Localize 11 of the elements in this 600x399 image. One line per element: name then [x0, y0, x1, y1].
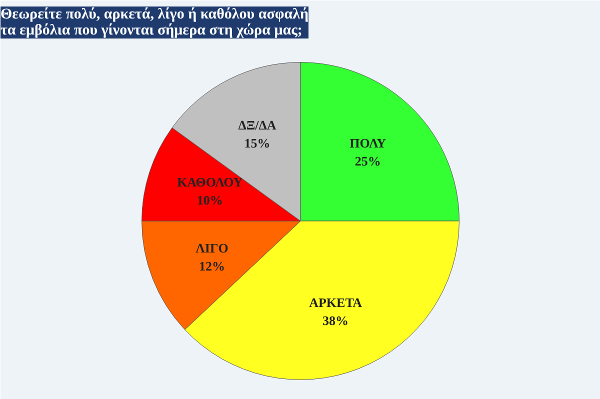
- data-label: 25%: [354, 154, 381, 168]
- data-label: 15%: [244, 136, 270, 151]
- slice-label: ΠΟΛΥ: [350, 136, 387, 150]
- slice-label: ΛΙΓΟ: [196, 240, 228, 256]
- slice-label: ΔΞ/ΔΑ: [238, 118, 277, 133]
- data-label: 12%: [198, 258, 225, 274]
- slice-label: ΚΑΘΟΛΟΥ: [177, 174, 244, 190]
- slice-label: ΑΡΚΕΤΑ: [309, 295, 363, 310]
- data-label: 38%: [322, 313, 349, 328]
- data-label: 10%: [196, 192, 223, 208]
- chart-title: Θεωρείτε πολύ, αρκετά, λίγο ή καθόλου ασφαλή τα εμβόλια που γίνονται σήμερα στη χώρα μας;: [0, 6, 308, 38]
